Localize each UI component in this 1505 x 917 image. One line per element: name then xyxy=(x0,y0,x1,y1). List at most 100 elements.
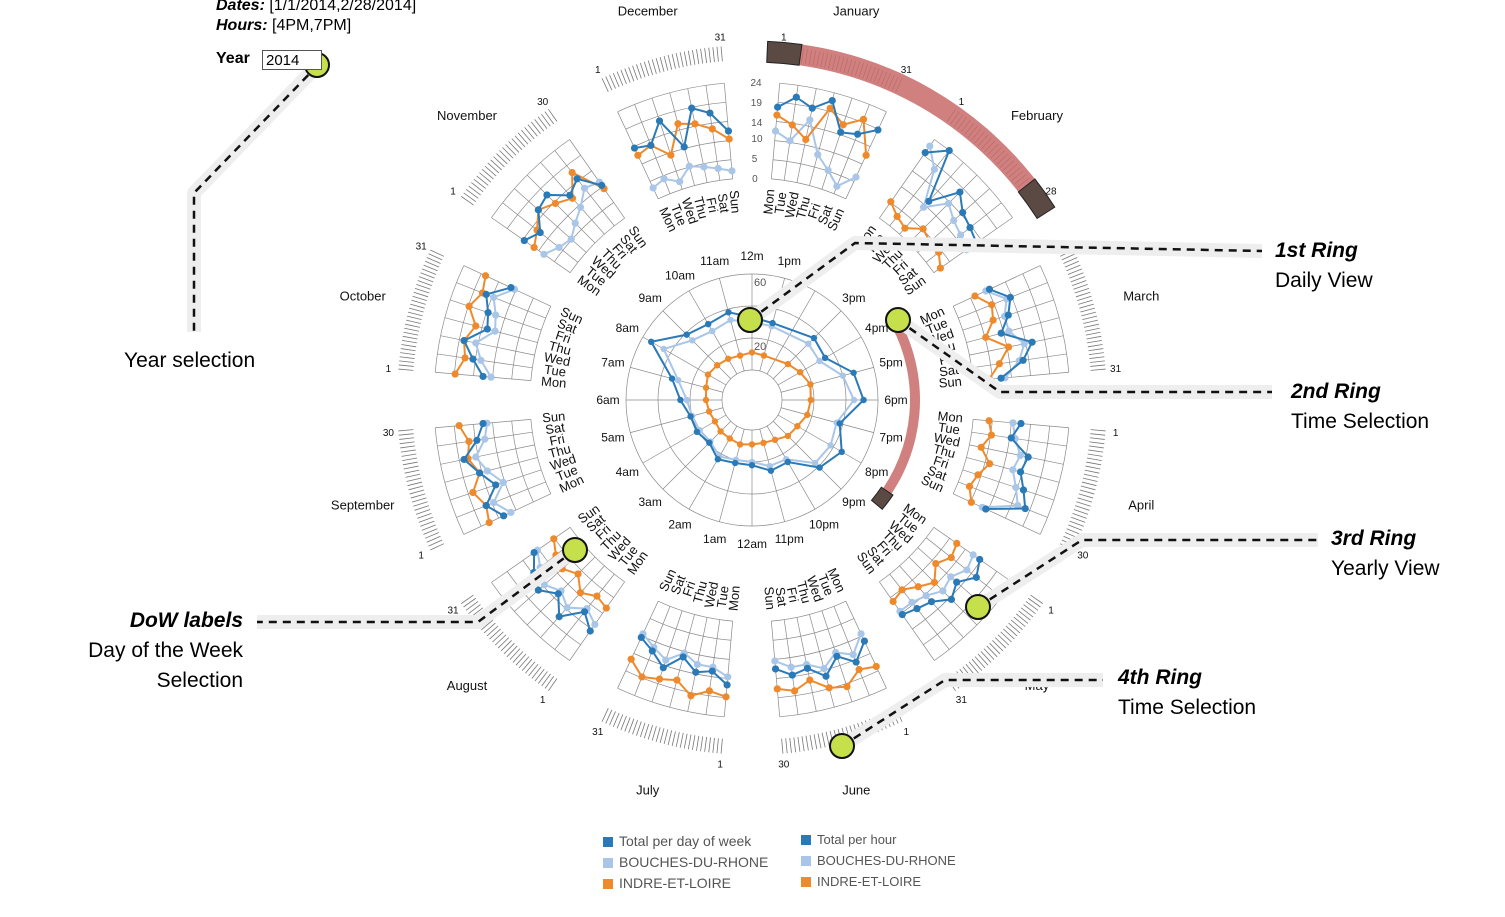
day-tick[interactable] xyxy=(413,291,429,298)
day-tick[interactable] xyxy=(632,65,638,80)
day-tick[interactable] xyxy=(416,284,431,290)
day-tick[interactable] xyxy=(527,124,538,137)
day-tick[interactable] xyxy=(417,513,432,519)
day-tick[interactable] xyxy=(463,597,477,608)
day-tick[interactable] xyxy=(531,666,542,679)
dow-label[interactable]: Wed xyxy=(543,349,572,369)
day-tick[interactable] xyxy=(398,433,414,436)
day-tick[interactable] xyxy=(402,457,418,461)
day-tick[interactable] xyxy=(538,671,548,684)
day-tick[interactable] xyxy=(1087,339,1103,344)
day-tick[interactable] xyxy=(624,717,631,732)
day-tick[interactable] xyxy=(398,364,414,367)
dow-label[interactable]: Fri xyxy=(548,431,566,449)
day-tick[interactable] xyxy=(1090,429,1106,432)
day-tick[interactable] xyxy=(421,268,437,275)
day-tick[interactable] xyxy=(1003,628,1015,640)
dow-label[interactable]: Mon xyxy=(937,408,964,425)
day-tick[interactable] xyxy=(518,656,530,669)
day-tick[interactable] xyxy=(992,640,1004,652)
day-tick[interactable] xyxy=(801,736,805,752)
day-tick[interactable] xyxy=(720,46,723,62)
day-tick[interactable] xyxy=(503,642,515,655)
dow-label[interactable]: Thu xyxy=(793,195,813,221)
day-tick[interactable] xyxy=(1088,445,1104,449)
day-tick[interactable] xyxy=(413,501,428,507)
day-tick[interactable] xyxy=(537,116,548,129)
day-tick[interactable] xyxy=(398,429,414,432)
day-tick[interactable] xyxy=(534,668,545,682)
day-tick[interactable] xyxy=(405,323,420,328)
day-tick[interactable] xyxy=(1000,631,1012,643)
day-tick[interactable] xyxy=(1072,513,1087,519)
dow-label[interactable]: Sun xyxy=(938,374,962,391)
day-tick[interactable] xyxy=(514,135,526,148)
day-tick[interactable] xyxy=(463,192,477,202)
dow-label[interactable]: Sun xyxy=(727,190,744,214)
day-tick[interactable] xyxy=(636,721,642,736)
day-tick[interactable] xyxy=(524,127,535,140)
dow-label[interactable]: Fri xyxy=(931,453,950,472)
day-tick[interactable] xyxy=(402,461,418,466)
day-tick[interactable] xyxy=(508,141,520,153)
dow-label[interactable]: Wed xyxy=(932,430,961,450)
day-tick[interactable] xyxy=(401,453,417,457)
day-tick[interactable] xyxy=(481,169,494,180)
dow-label[interactable]: Sun xyxy=(542,408,566,425)
day-tick[interactable] xyxy=(490,159,502,171)
day-tick[interactable] xyxy=(506,645,518,658)
day-tick[interactable] xyxy=(400,352,416,356)
day-tick[interactable] xyxy=(428,253,443,261)
dow-label[interactable]: Tue xyxy=(815,572,837,598)
day-tick[interactable] xyxy=(1079,489,1095,495)
day-tick[interactable] xyxy=(817,733,822,749)
day-tick[interactable] xyxy=(492,631,504,643)
dow-label[interactable]: Thu xyxy=(690,579,710,605)
day-tick[interactable] xyxy=(1030,594,1044,604)
day-tick[interactable] xyxy=(399,360,415,363)
day-tick[interactable] xyxy=(426,535,441,543)
day-tick[interactable] xyxy=(405,473,421,478)
dow-label[interactable]: Sat xyxy=(925,462,949,483)
day-tick[interactable] xyxy=(420,520,435,527)
day-tick[interactable] xyxy=(414,505,429,511)
day-tick[interactable] xyxy=(1085,465,1101,470)
day-tick[interactable] xyxy=(612,73,620,88)
day-tick[interactable] xyxy=(1080,485,1096,491)
day-tick[interactable] xyxy=(712,47,715,63)
day-tick[interactable] xyxy=(720,738,723,754)
day-tick[interactable] xyxy=(1066,528,1081,535)
day-tick[interactable] xyxy=(418,276,434,283)
day-tick[interactable] xyxy=(1089,356,1105,359)
day-tick[interactable] xyxy=(460,196,474,206)
day-tick[interactable] xyxy=(1090,368,1106,371)
day-tick[interactable] xyxy=(989,642,1001,655)
day-tick[interactable] xyxy=(1013,616,1026,627)
day-tick[interactable] xyxy=(1015,613,1029,624)
day-tick[interactable] xyxy=(496,153,508,165)
day-tick[interactable] xyxy=(825,731,830,747)
day-tick[interactable] xyxy=(1089,437,1105,440)
day-tick[interactable] xyxy=(632,720,638,735)
time-range-end-handle[interactable] xyxy=(870,486,894,510)
day-tick[interactable] xyxy=(548,108,558,122)
day-tick[interactable] xyxy=(994,637,1007,649)
day-tick[interactable] xyxy=(1077,497,1093,503)
day-tick[interactable] xyxy=(1078,493,1094,499)
day-tick[interactable] xyxy=(1083,473,1099,478)
day-tick[interactable] xyxy=(417,280,432,286)
day-tick[interactable] xyxy=(712,737,715,753)
day-tick[interactable] xyxy=(412,295,427,301)
day-tick[interactable] xyxy=(1023,604,1036,614)
day-tick[interactable] xyxy=(1069,272,1084,279)
day-tick[interactable] xyxy=(484,165,497,177)
dow-label[interactable]: Wed xyxy=(782,191,802,220)
day-tick[interactable] xyxy=(400,449,416,453)
day-tick[interactable] xyxy=(671,54,676,69)
dow-label[interactable]: Fri xyxy=(703,196,721,214)
dow-label[interactable]: Sat xyxy=(544,419,566,437)
day-tick[interactable] xyxy=(659,728,665,744)
day-tick[interactable] xyxy=(487,162,500,174)
day-tick[interactable] xyxy=(410,303,425,309)
day-tick[interactable] xyxy=(700,48,704,64)
